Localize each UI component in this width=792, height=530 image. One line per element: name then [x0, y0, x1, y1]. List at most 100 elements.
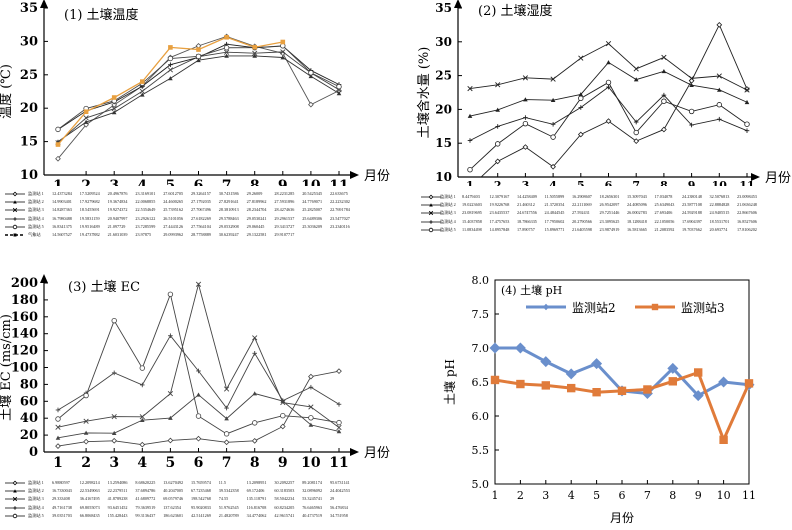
table-cell: 12.4373284: [52, 191, 72, 196]
table-cell: 23.97875: [135, 231, 152, 237]
data-point: [661, 69, 667, 74]
data-point: [516, 379, 525, 389]
table-cell: 13.2594086: [107, 480, 128, 485]
table-cell: 67.7235468: [191, 488, 211, 494]
x-tick-label: 1: [53, 178, 63, 186]
legend-marker-icon: [651, 303, 659, 311]
y-tick-label: 20: [20, 101, 38, 116]
table-cell: 27.5931896: [274, 199, 295, 205]
table-cell: 24.5929188: [682, 210, 702, 216]
y-axis-arrow-icon: [454, 0, 462, 8]
table-cell: 28.3810913: [218, 207, 239, 213]
x-tick-label: 8: [250, 178, 260, 186]
x-tick-label: 1: [466, 179, 474, 186]
x-tick-label: 3: [109, 178, 119, 186]
data-point: [167, 291, 174, 298]
table-cell: 8.68620225: [135, 480, 156, 485]
table-cell: 15.4037858: [462, 218, 482, 224]
table-cell: 69.0579746: [163, 496, 184, 502]
legend-swatch-icon: [421, 227, 441, 232]
table-cell: 56.476834: [330, 504, 348, 510]
data-point: [83, 119, 89, 124]
y-tick-label: 20: [435, 102, 452, 116]
table-cell: 27.4443126: [163, 223, 184, 229]
table-cell: 29.0532908: [218, 223, 239, 229]
table-cell: 41.6809772: [135, 496, 156, 502]
chart-soil-ec: 0 20 40 60 80 100 120 140 160 180 200 1 2 3 4 5 6 7 8 9 10 11…: [0, 250, 396, 526]
table-cell: 19.9226768: [489, 202, 510, 208]
data-point: [578, 55, 584, 61]
table-cell: 30.2092257: [274, 480, 295, 485]
series-line: [57, 55, 340, 143]
table-cell: 29: [330, 496, 335, 502]
data-point: [494, 158, 501, 165]
y-tick-label: 0: [29, 445, 38, 460]
x-tick-label: 3: [542, 489, 549, 502]
series-1: [55, 33, 342, 162]
data-point: [224, 34, 229, 40]
data-point: [223, 49, 230, 55]
y-tick-label: 15: [435, 136, 452, 150]
data-point: [111, 106, 117, 112]
x-axis-arrow-icon: [350, 448, 359, 456]
data-point: [692, 390, 704, 402]
table-cell: 19.5831159: [79, 215, 100, 221]
table-cell: 22.2232302: [330, 199, 350, 205]
data-point: [83, 115, 89, 121]
y-tick-label: 40: [20, 411, 38, 426]
legend-label: 监测站3: [681, 301, 725, 315]
x-axis-label: 月份: [610, 511, 634, 525]
data-point: [111, 317, 117, 324]
data-point: [489, 342, 501, 354]
data-point: [83, 430, 89, 435]
data-point: [718, 376, 730, 388]
data-point: [167, 391, 174, 397]
data-point: [716, 73, 722, 79]
table-cell: 18.1288418: [627, 218, 647, 224]
table-cell: 23.0098453: [737, 194, 757, 199]
table-cell: 25.2825007: [302, 207, 323, 213]
table-cell: 29.0993962: [163, 231, 184, 237]
data-point: [252, 44, 257, 50]
table-cell: 12.2098214: [79, 480, 100, 485]
x-tick-label: 10: [717, 489, 731, 502]
table-cell: 14.8287363: [52, 207, 72, 213]
x-tick-label: 7: [632, 179, 640, 186]
data-point: [224, 405, 229, 411]
data-point: [689, 82, 694, 87]
data-point: [592, 388, 601, 397]
table-cell: 29.5788463: [218, 215, 239, 221]
x-tick-label: 8: [250, 455, 260, 471]
table-cell: 26.0002783: [627, 210, 647, 216]
table-cell: 19.3674834: [107, 199, 128, 205]
table-cell: 49.7161738: [52, 504, 72, 510]
series-line: [480, 23, 748, 177]
table-cell: 27.8291641: [218, 199, 239, 205]
table-cell: 23.5877108: [682, 202, 702, 208]
x-axis-arrow-icon: [350, 171, 359, 179]
y-tick-label: 5.5: [472, 444, 490, 457]
data-point: [140, 417, 145, 422]
data-point: [495, 107, 500, 112]
table-cell: 17.034078: [654, 194, 673, 199]
x-tick-label: 3: [109, 455, 119, 471]
series-3: [467, 41, 750, 93]
y-axis-label: 土壤含水量 (%): [416, 47, 432, 139]
table-cell: 74.55: [218, 496, 229, 502]
data-point: [83, 109, 89, 115]
y-tick-label: 60: [20, 394, 38, 409]
table-cell: 22.633675: [330, 191, 348, 196]
data-point: [633, 119, 639, 125]
table-cell: 14.9903401: [52, 199, 72, 205]
data-point: [308, 384, 314, 390]
data-point: [308, 422, 314, 427]
series-name: 监测站 4: [28, 215, 44, 221]
table-cell: 14.5607527: [52, 231, 72, 237]
data-point: [55, 407, 61, 413]
data-point: [168, 333, 173, 339]
data-point: [694, 368, 703, 377]
data-point: [667, 362, 679, 374]
chart-title: (2) 土壤湿度: [478, 3, 553, 19]
legend-swatch-icon: [421, 194, 441, 200]
y-tick-label: 7.0: [472, 342, 490, 355]
